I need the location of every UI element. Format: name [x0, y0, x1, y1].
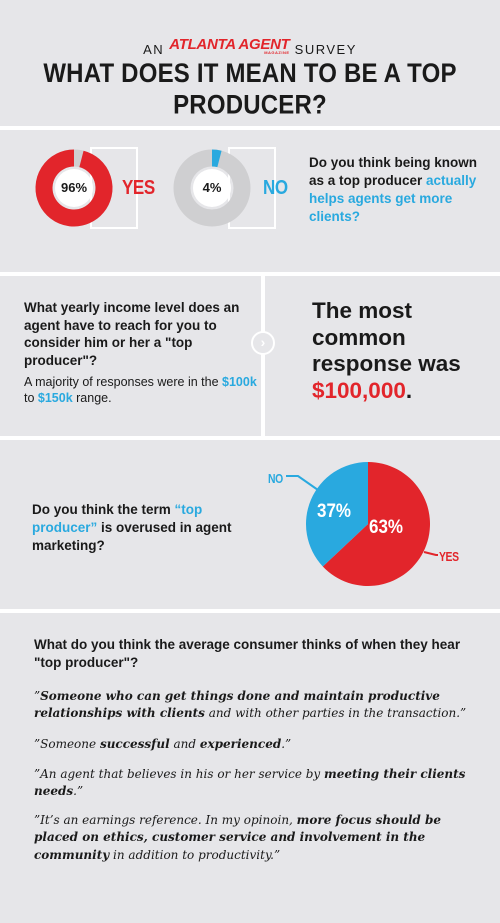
page-title: WHAT DOES IT MEAN TO BE A TOP PRODUCER?	[43, 58, 457, 121]
most-common-response: The most common response was $100,000.	[312, 298, 461, 403]
pie-no-label: NO	[268, 471, 283, 486]
no-leader-line	[286, 475, 319, 491]
overused-pie-chart: 63% 37%	[286, 462, 438, 586]
section-divider	[0, 436, 500, 440]
atlanta-agent-logo: ATLANTA AGENT MAGAZINE	[169, 36, 290, 55]
yes-label: YES	[122, 177, 155, 199]
question-highlight: actually helps agents get more clients?	[309, 172, 477, 224]
section-divider	[0, 609, 500, 613]
range-high: $150k	[37, 391, 73, 406]
quote-2: ”Someone successful and experienced.”	[34, 737, 292, 751]
question-consumer-thinks: What do you think the average consumer t…	[34, 637, 461, 670]
quote-1: ”Someone who can get things done and mai…	[34, 689, 467, 721]
section-divider	[0, 126, 500, 130]
section-divider	[0, 272, 500, 276]
yes-leader-line	[423, 551, 438, 556]
income-range-note: A majority of responses were in the $100…	[24, 375, 257, 406]
pie-label-no: 37%	[317, 501, 351, 522]
quote-3: ”An agent that believes in his or her se…	[34, 767, 466, 799]
question-income-level: What yearly income level does an agent h…	[24, 300, 240, 368]
no-percentage: 4%	[202, 180, 222, 195]
pie-slice-no	[306, 462, 368, 567]
question-helps-get-clients: Do you think being known as a top produc…	[309, 154, 495, 226]
yes-arc	[35, 149, 113, 227]
no-donut-chart: 4%	[172, 147, 276, 229]
term-highlight: “top producer”	[32, 502, 203, 535]
kicker-suffix: SURVEY	[294, 42, 357, 57]
response-amount: $100,000	[312, 377, 406, 403]
quote-4: ”It’s an earnings reference. In my opino…	[34, 813, 441, 862]
question-text: Do you think being known as a top produc…	[309, 155, 477, 188]
range-low: $100k	[222, 375, 257, 389]
chevron-right-icon: ›	[251, 331, 275, 355]
vertical-divider	[261, 276, 265, 436]
yes-percentage: 96%	[60, 180, 88, 195]
survey-kicker: AN ATLANTA AGENT MAGAZINE SURVEY	[0, 36, 500, 57]
no-arc	[211, 149, 222, 168]
no-label: NO	[263, 177, 288, 199]
kicker-prefix: AN	[143, 42, 165, 57]
pie-label-yes: 63%	[369, 517, 403, 538]
pie-slice-yes	[322, 462, 430, 586]
yes-donut-chart: 96%	[34, 147, 138, 229]
pie-yes-label: YES	[439, 549, 459, 564]
header: AN ATLANTA AGENT MAGAZINE SURVEY WHAT DOE…	[0, 0, 500, 126]
question-overused: Do you think the term “top producer” is …	[32, 502, 232, 553]
